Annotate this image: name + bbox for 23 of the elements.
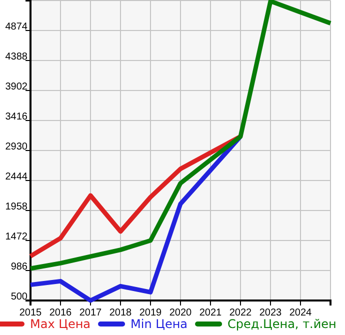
y-tick-label: 3416 xyxy=(5,112,28,122)
x-tick-label: 2017 xyxy=(79,308,102,319)
x-tick-label: 2023 xyxy=(259,308,282,319)
y-tick-label: 2930 xyxy=(5,142,28,152)
y-tick-label: 4388 xyxy=(5,52,28,62)
x-tick-label: 2015 xyxy=(19,308,42,319)
y-tick-label: 986 xyxy=(10,262,28,272)
x-tick-label: 2022 xyxy=(229,308,252,319)
x-tick-label: 2016 xyxy=(49,308,72,319)
x-tick-label: 2018 xyxy=(109,308,132,319)
legend-label: Max Цена xyxy=(30,317,91,331)
legend-label: Min Цена xyxy=(130,317,188,331)
y-tick-label: 2444 xyxy=(5,172,28,182)
x-tick-label: 2021 xyxy=(199,308,222,319)
y-tick-label: 4874 xyxy=(5,22,28,32)
x-tick-label: 2019 xyxy=(139,308,162,319)
y-tick-label: 1472 xyxy=(5,232,28,242)
x-tick-label: 2024 xyxy=(289,308,312,319)
y-tick-label: 500 xyxy=(10,292,28,302)
y-tick-label: 3902 xyxy=(5,82,28,92)
y-tick-label: 1958 xyxy=(5,202,28,212)
x-tick-label: 2020 xyxy=(169,308,192,319)
legend-label: Сред.Цена, т.йен xyxy=(228,317,336,331)
